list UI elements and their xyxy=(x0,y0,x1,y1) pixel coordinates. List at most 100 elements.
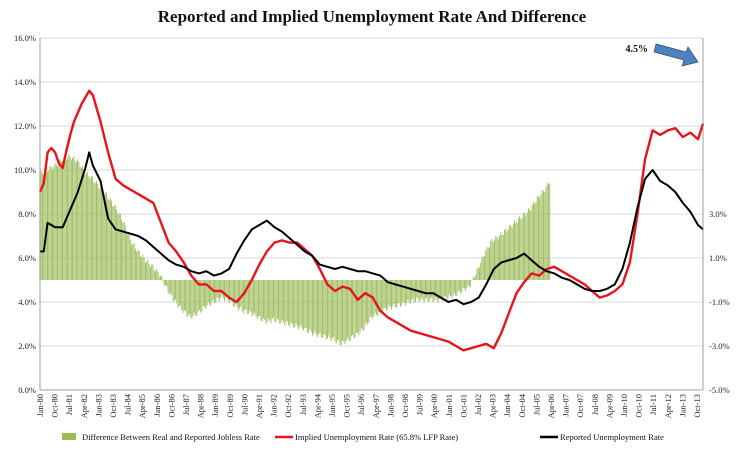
difference-bar xyxy=(453,280,455,293)
difference-bar xyxy=(291,280,293,324)
difference-bar xyxy=(325,280,327,340)
difference-bar xyxy=(430,280,431,298)
difference-bar xyxy=(232,280,234,307)
difference-bar xyxy=(481,256,483,280)
difference-bar xyxy=(109,197,111,280)
difference-bar xyxy=(323,280,325,335)
legend-entry: Difference Between Real and Reported Job… xyxy=(82,432,260,442)
implied-rate-line xyxy=(38,89,705,352)
left-tick-label: 8.0% xyxy=(18,209,36,219)
difference-bar xyxy=(256,280,258,320)
difference-bar xyxy=(224,280,225,302)
difference-bar xyxy=(466,280,468,289)
difference-bar xyxy=(347,280,349,338)
difference-bar xyxy=(526,212,528,280)
difference-bar xyxy=(275,280,277,323)
difference-bar xyxy=(475,275,477,280)
difference-bar xyxy=(156,268,158,280)
difference-bar xyxy=(210,280,212,306)
difference-bar xyxy=(335,280,337,343)
difference-bar xyxy=(257,280,259,317)
difference-bar xyxy=(495,235,497,280)
difference-bar xyxy=(87,171,89,280)
difference-bar xyxy=(113,206,115,280)
difference-bar xyxy=(284,280,286,326)
difference-bar xyxy=(427,280,429,302)
difference-bar xyxy=(151,264,153,280)
x-tick-label: Oct-80 xyxy=(50,394,60,418)
axes: 0.0% 2.0% 4.0% 6.0% 8.0% 10.0% 12.0% 14.0% 16.0%… xyxy=(14,33,730,418)
difference-bar xyxy=(106,192,107,280)
difference-bar xyxy=(129,240,131,280)
difference-bar xyxy=(62,160,64,280)
difference-bar xyxy=(468,280,470,288)
difference-bar xyxy=(74,160,76,280)
difference-bar xyxy=(163,280,165,286)
difference-bar xyxy=(88,176,90,280)
left-tick-label: 4.0% xyxy=(18,297,36,307)
difference-bar xyxy=(478,267,480,280)
difference-bar xyxy=(222,280,224,299)
difference-bar xyxy=(492,242,494,280)
difference-bar xyxy=(545,186,547,280)
difference-bar xyxy=(490,240,492,280)
difference-bar xyxy=(102,190,104,280)
difference-bar xyxy=(42,173,43,280)
difference-bar xyxy=(359,280,361,332)
difference-bar xyxy=(348,280,350,341)
difference-bar xyxy=(139,256,141,280)
difference-bar xyxy=(482,256,484,280)
difference-bars xyxy=(39,154,551,346)
difference-bar xyxy=(472,276,474,280)
left-tick-label: 2.0% xyxy=(18,341,36,351)
difference-bar xyxy=(175,280,177,300)
difference-bar xyxy=(383,280,385,309)
left-tick-label: 6.0% xyxy=(18,253,36,263)
difference-bar xyxy=(315,280,317,335)
difference-bar xyxy=(496,237,498,280)
difference-bar xyxy=(153,270,155,280)
difference-bar xyxy=(517,218,519,280)
difference-bar xyxy=(273,280,274,318)
difference-bar xyxy=(524,212,526,280)
x-tick-label: Jul-84 xyxy=(123,393,133,415)
difference-bar xyxy=(391,280,392,310)
difference-bar xyxy=(254,280,256,313)
difference-bar xyxy=(279,280,281,324)
difference-bar xyxy=(440,280,441,297)
difference-bar xyxy=(92,176,94,280)
difference-bar xyxy=(544,192,546,280)
difference-bar xyxy=(206,280,208,306)
difference-bar xyxy=(480,262,482,280)
difference-bar xyxy=(84,174,86,280)
difference-bar xyxy=(435,280,436,298)
difference-bar xyxy=(539,198,541,280)
x-tick-label: Oct-13 xyxy=(692,394,702,418)
difference-bar xyxy=(176,280,178,304)
difference-bar xyxy=(332,280,333,339)
difference-bar xyxy=(354,280,356,338)
difference-bar xyxy=(330,280,332,342)
difference-bar xyxy=(265,280,267,325)
x-tick-label: Oct-83 xyxy=(108,394,118,418)
difference-bar xyxy=(205,280,207,309)
difference-bar xyxy=(511,227,513,280)
x-tick-label: Jan-04 xyxy=(502,393,512,416)
difference-bar xyxy=(247,280,249,314)
difference-bar xyxy=(209,280,210,305)
difference-bar xyxy=(402,280,404,302)
x-tick-label: Jul-90 xyxy=(239,394,249,415)
difference-bar xyxy=(286,280,288,322)
difference-bar xyxy=(141,257,143,280)
difference-bar xyxy=(379,280,381,310)
difference-bar xyxy=(381,280,382,313)
difference-bar xyxy=(408,280,410,303)
difference-bar xyxy=(310,280,312,332)
difference-bar xyxy=(147,259,149,280)
difference-bar xyxy=(112,206,114,280)
difference-bar xyxy=(143,258,145,280)
difference-bar xyxy=(358,280,360,336)
difference-bar xyxy=(99,187,101,280)
difference-bar xyxy=(540,194,542,280)
